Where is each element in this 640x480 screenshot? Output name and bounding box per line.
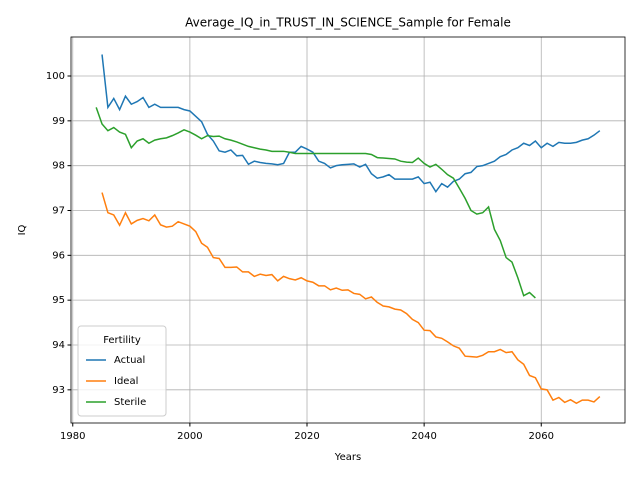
legend: Fertility Actual Ideal Sterile bbox=[77, 325, 167, 417]
chart-title: Average_IQ_in_TRUST_IN_SCIENCE_Sample fo… bbox=[185, 16, 511, 30]
y-tick-label: 97 bbox=[52, 205, 65, 216]
plot-frame bbox=[70, 36, 626, 424]
line bbox=[101, 54, 601, 194]
y-tick-label: 95 bbox=[52, 295, 65, 306]
legend-box bbox=[77, 325, 167, 417]
x-axis-label: Years bbox=[334, 452, 361, 463]
legend-label: Sterile bbox=[114, 397, 146, 408]
x-tick-label: 1980 bbox=[60, 431, 85, 442]
x-tick-label: 2040 bbox=[411, 431, 436, 442]
y-axis-label: IQ bbox=[17, 224, 28, 235]
x-tick-label: 2020 bbox=[294, 431, 319, 442]
y-tick-label: 99 bbox=[52, 116, 65, 127]
line bbox=[101, 192, 601, 405]
legend-title: Fertility bbox=[103, 335, 141, 346]
y-tick-label: 100 bbox=[46, 71, 65, 82]
y-tick-label: 94 bbox=[52, 340, 65, 351]
x-tick-label: 2000 bbox=[177, 431, 202, 442]
line bbox=[95, 107, 536, 299]
x-tick-label: 2060 bbox=[529, 431, 554, 442]
y-tick-label: 98 bbox=[52, 161, 65, 172]
legend-label: Actual bbox=[114, 355, 145, 366]
y-tick-label: 93 bbox=[52, 385, 65, 396]
y-tick-label: 96 bbox=[52, 250, 65, 261]
legend-label: Ideal bbox=[114, 376, 138, 387]
